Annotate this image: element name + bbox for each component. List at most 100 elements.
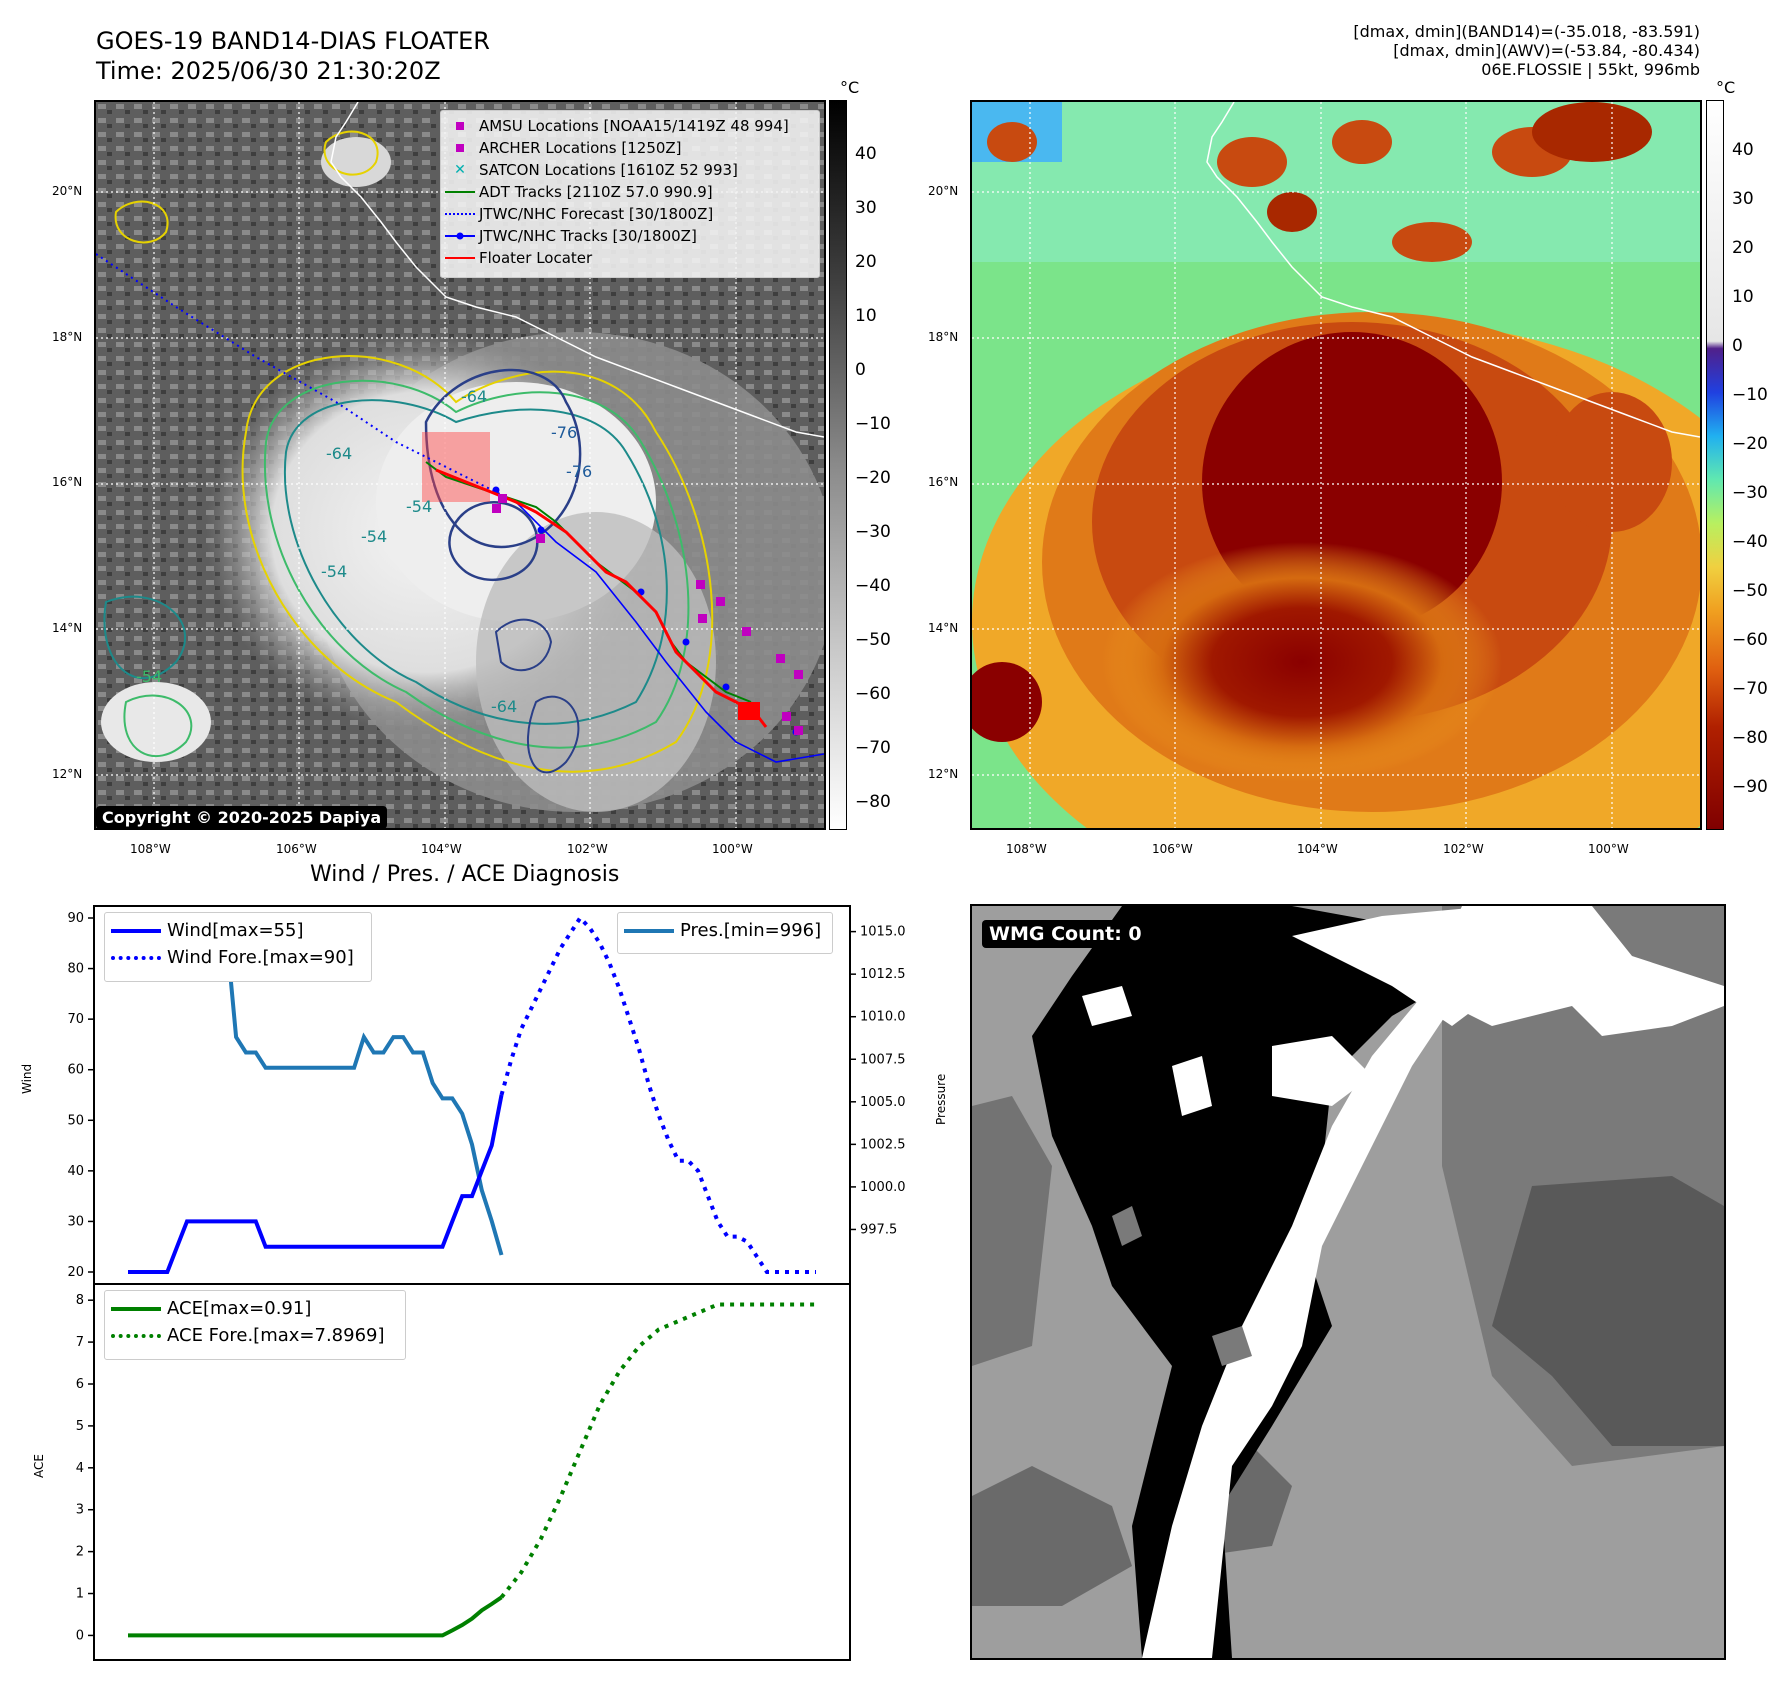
contour-label-7: -54 (321, 562, 348, 581)
title-line-1: GOES-19 BAND14-DIAS FLOATER (96, 27, 490, 55)
contour-label-9: -54 (136, 667, 163, 686)
ace-tick-label: 0 (76, 1628, 84, 1643)
colorbar-tick: −70 (1732, 679, 1768, 699)
lat-label: 18°N (928, 330, 959, 344)
wind-tick-label: 70 (67, 1012, 84, 1027)
ace-tick-label: 6 (76, 1377, 84, 1392)
colorbar-tick: −10 (855, 414, 891, 434)
title-line-2: Time: 2025/06/30 21:30:20Z (96, 57, 441, 85)
colorbar-tick: 10 (855, 306, 877, 326)
dotted-line-icon (441, 213, 479, 215)
lat-label: 18°N (52, 330, 83, 344)
pressure-tick-label: 1010.0 (860, 1010, 906, 1025)
colorbar-tick: −20 (1732, 434, 1768, 454)
colorbar-tick: −50 (1732, 581, 1768, 601)
info-line-2: [dmax, dmin](AWV)=(-53.84, -80.434) (1393, 41, 1700, 60)
solid-line-icon (624, 928, 674, 933)
wind-tick-label: 80 (67, 962, 84, 977)
contour-label-3: -64 (326, 444, 353, 463)
wmg-count-badge: WMG Count: 0 (982, 920, 1149, 948)
colorbar-grayscale (829, 100, 847, 830)
ace-legend: ACE[max=0.91] ACE Fore.[max=7.8969] (104, 1290, 406, 1360)
lon-label: 106°W (1152, 842, 1193, 856)
legend-amsu: AMSU Locations [NOAA15/1419Z 48 994] (441, 115, 819, 137)
wind-tick-label: 30 (67, 1214, 84, 1229)
ace-tick-label: 1 (76, 1587, 84, 1602)
legend-wind-fore: Wind Fore.[max=90] (105, 944, 371, 971)
map-legend: AMSU Locations [NOAA15/1419Z 48 994] ARC… (440, 110, 820, 278)
lat-label: 16°N (52, 475, 83, 489)
info-line-1: [dmax, dmin](BAND14)=(-35.018, -83.591) (1353, 22, 1700, 41)
wind-tick-label: 20 (67, 1265, 84, 1280)
lon-label: 104°W (421, 842, 462, 856)
line-marker-icon (441, 257, 479, 259)
colorbar-tick: 40 (1732, 140, 1754, 160)
wind-tick-label: 90 (67, 911, 84, 926)
lat-label: 12°N (52, 767, 83, 781)
x-marker-icon: ✕ (454, 162, 466, 178)
colorbar-tick: 20 (1732, 238, 1754, 258)
legend-tracks: JTWC/NHC Tracks [30/1800Z] (441, 225, 819, 247)
colorbar-tick: −10 (1732, 385, 1768, 405)
colorbar-tick: 0 (1732, 336, 1743, 356)
colorbar-tick: −20 (855, 468, 891, 488)
legend-floater: Floater Locater (441, 247, 819, 269)
wind-series-1 (499, 914, 816, 1274)
colorbar-tick: −50 (855, 630, 891, 650)
square-marker-icon (441, 122, 479, 130)
legend-ace: ACE[max=0.91] (105, 1295, 405, 1322)
contour-label-2: -76 (566, 462, 593, 481)
legend-archer: ARCHER Locations [1250Z] (441, 137, 819, 159)
lat-label: 20°N (52, 184, 83, 198)
colorbar-unit: °C (840, 78, 860, 97)
solid-line-icon (111, 928, 161, 933)
colorbar-tick: 30 (1732, 189, 1754, 209)
info-line-3: 06E.FLOSSIE | 55kt, 996mb (1481, 60, 1700, 79)
legend-ace-fore: ACE Fore.[max=7.8969] (105, 1322, 405, 1349)
wmg-map (972, 906, 1724, 1658)
ace-tick-label: 7 (76, 1335, 84, 1350)
lon-label: 106°W (276, 842, 317, 856)
colorbar-unit: °C (1716, 78, 1736, 97)
colorbar-awv (1706, 100, 1724, 830)
diagnosis-plot-layer: 2030405060708090997.51000.01002.51005.01… (67, 905, 906, 1661)
awv-map-panel (970, 100, 1702, 830)
wind-tick-label: 40 (67, 1164, 84, 1179)
legend-satcon: ✕ SATCON Locations [1610Z 52 993] (441, 159, 819, 181)
pressure-tick-label: 1000.0 (860, 1180, 906, 1195)
wind-legend: Wind[max=55] Wind Fore.[max=90] (104, 912, 372, 982)
storm-info: [dmax, dmin](BAND14)=(-35.018, -83.591) … (1353, 22, 1700, 79)
colorbar-tick: −30 (1732, 483, 1768, 503)
pressure-tick-label: 1002.5 (860, 1137, 906, 1152)
lat-label: 16°N (928, 475, 959, 489)
wind-tick-label: 50 (67, 1113, 84, 1128)
colorbar-tick: −40 (855, 576, 891, 596)
dotted-line-icon (111, 955, 161, 960)
lat-label: 14°N (52, 621, 83, 635)
wind-tick-label: 60 (67, 1063, 84, 1078)
awv-map (972, 102, 1700, 828)
square-marker-icon (441, 144, 479, 152)
pressure-tick-label: 1012.5 (860, 967, 906, 982)
pressure-tick-label: 1015.0 (860, 925, 906, 940)
ace-tick-label: 8 (76, 1293, 84, 1308)
contour-label-8: -64 (491, 697, 518, 716)
pressure-tick-label: 1005.0 (860, 1095, 906, 1110)
dotted-line-icon (111, 1333, 161, 1338)
lon-label: 100°W (712, 842, 753, 856)
ace-tick-label: 5 (76, 1419, 84, 1434)
pressure-tick-label: 997.5 (860, 1222, 897, 1237)
diagnosis-title: Wind / Pres. / ACE Diagnosis (310, 862, 620, 887)
contour-label-5: -54 (406, 497, 433, 516)
colorbar-tick: 10 (1732, 287, 1754, 307)
colorbar-tick: −60 (855, 684, 891, 704)
colorbar-tick: −30 (855, 522, 891, 542)
ace-series-1 (499, 1302, 816, 1599)
ace-tick-label: 4 (76, 1461, 84, 1476)
lon-label: 104°W (1297, 842, 1338, 856)
ace-tick-label: 3 (76, 1503, 84, 1518)
wind-series-0 (128, 1094, 504, 1274)
lat-label: 12°N (928, 767, 959, 781)
wmg-panel: WMG Count: 0 (970, 904, 1726, 1660)
